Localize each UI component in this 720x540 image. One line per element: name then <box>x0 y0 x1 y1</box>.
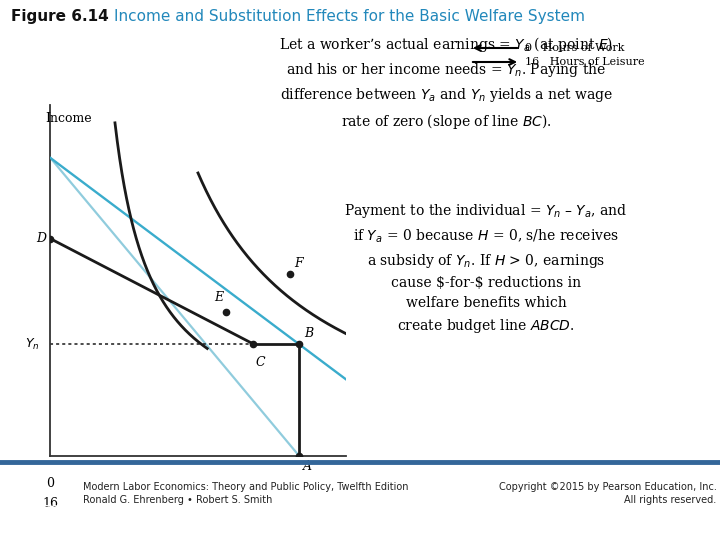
Text: F: F <box>294 257 302 270</box>
Text: Modern Labor Economics: Theory and Public Policy, Twelfth Edition
Ronald G. Ehre: Modern Labor Economics: Theory and Publi… <box>83 482 408 505</box>
Text: B: B <box>304 327 313 340</box>
Text: $Y_n$: $Y_n$ <box>24 336 40 352</box>
Text: PEARSON: PEARSON <box>12 505 68 515</box>
Text: Income: Income <box>45 112 91 125</box>
Text: 16   Hours of Leisure: 16 Hours of Leisure <box>525 57 644 67</box>
Text: Figure 6.14: Figure 6.14 <box>11 9 109 24</box>
Text: Let a worker’s actual earnings = $Y_a$ (at point $E$)
and his or her income need: Let a worker’s actual earnings = $Y_a$ (… <box>279 35 613 131</box>
Text: 0: 0 <box>46 477 55 490</box>
Text: Payment to the individual = $Y_n$ – $Y_a$, and
if $Y_a$ = 0 because $H$ = 0, s/h: Payment to the individual = $Y_n$ – $Y_a… <box>344 202 628 335</box>
Text: D: D <box>36 232 46 245</box>
Text: Copyright ©2015 by Pearson Education, Inc.
All rights reserved.: Copyright ©2015 by Pearson Education, In… <box>498 482 716 505</box>
Text: 16: 16 <box>42 497 58 510</box>
Text: C: C <box>255 356 265 369</box>
Text: Income and Substitution Effects for the Basic Welfare System: Income and Substitution Effects for the … <box>114 9 585 24</box>
Text: 0   Hours of Work: 0 Hours of Work <box>525 43 624 53</box>
Text: A: A <box>303 460 312 473</box>
Text: E: E <box>214 291 223 303</box>
